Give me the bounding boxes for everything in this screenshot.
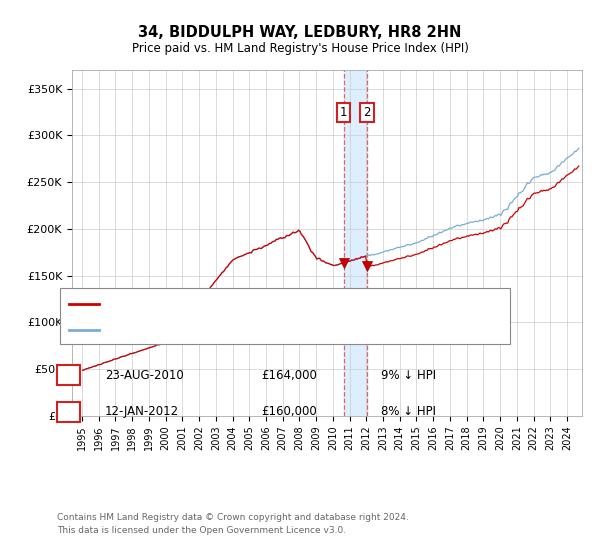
Text: 2: 2	[64, 405, 73, 418]
Text: 8% ↓ HPI: 8% ↓ HPI	[381, 405, 436, 418]
Text: 2: 2	[363, 105, 371, 119]
Text: HPI: Average price, semi-detached house, Herefordshire: HPI: Average price, semi-detached house,…	[103, 325, 416, 335]
Bar	[344, 70, 367, 416]
Text: £164,000: £164,000	[261, 368, 317, 382]
Text: Price paid vs. HM Land Registry's House Price Index (HPI): Price paid vs. HM Land Registry's House …	[131, 42, 469, 55]
Text: 34, BIDDULPH WAY, LEDBURY, HR8 2HN (semi-detached house): 34, BIDDULPH WAY, LEDBURY, HR8 2HN (semi…	[103, 299, 457, 309]
Text: 9% ↓ HPI: 9% ↓ HPI	[381, 368, 436, 382]
Text: 12-JAN-2012: 12-JAN-2012	[105, 405, 179, 418]
Text: 1: 1	[340, 105, 347, 119]
Text: £160,000: £160,000	[261, 405, 317, 418]
Text: 34, BIDDULPH WAY, LEDBURY, HR8 2HN: 34, BIDDULPH WAY, LEDBURY, HR8 2HN	[139, 25, 461, 40]
Text: Contains HM Land Registry data © Crown copyright and database right 2024.
This d: Contains HM Land Registry data © Crown c…	[57, 514, 409, 535]
Text: 1: 1	[64, 368, 73, 382]
Text: 23-AUG-2010: 23-AUG-2010	[105, 368, 184, 382]
